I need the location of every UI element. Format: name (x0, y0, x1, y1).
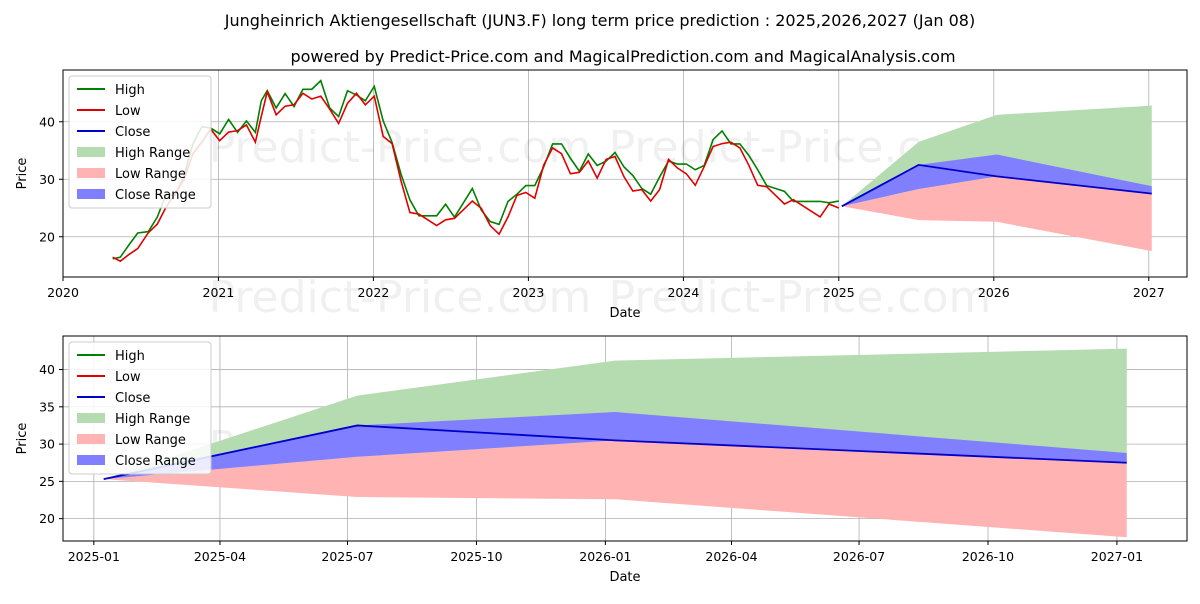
chart-panel-long-term: Predict-Price.com Predict-Price.com Predic… (15, 69, 1188, 323)
y-tick-label: 40 (39, 362, 55, 377)
legend-label: Low Range (115, 433, 186, 448)
x-tick-label: 2026 (978, 285, 1010, 300)
x-tick-label: 2025-04 (194, 549, 246, 564)
y-tick-label: 35 (39, 399, 55, 414)
axes-frame (62, 335, 1188, 542)
high-series-line (112, 79, 839, 260)
x-tick-label: 2026-04 (705, 549, 757, 564)
chart-subtitle: powered by Predict-Price.com and Magical… (290, 47, 955, 66)
legend-swatch (77, 455, 105, 465)
y-axis-label: Price (15, 158, 30, 190)
plot-area (112, 79, 1152, 263)
x-axis-label: Date (609, 306, 640, 321)
x-tick-label: 2027-01 (1091, 549, 1143, 564)
legend-label: High (115, 349, 145, 364)
x-tick-label: 2021 (203, 285, 235, 300)
x-tick-label: 2024 (667, 285, 699, 300)
legend-swatch (77, 189, 105, 199)
y-axis-label: Price (15, 423, 30, 455)
x-axis-label: Date (609, 570, 640, 585)
x-tick-label: 2025-01 (68, 549, 120, 564)
y-tick-label: 40 (39, 114, 55, 129)
low-series-line (112, 89, 840, 263)
legend-label: High (115, 83, 145, 98)
chart-title: Jungheinrich Aktiengesellschaft (JUN3.F)… (224, 11, 975, 30)
chart-panel-forecast-zoom: Predict-Price.comPredict-Price.com2025-0… (15, 335, 1188, 585)
plot-area (103, 348, 1127, 538)
legend-swatch (77, 147, 105, 157)
y-tick-label: 30 (39, 437, 55, 452)
x-tick-label: 2025-10 (450, 549, 502, 564)
x-tick-label: 2026-01 (579, 549, 631, 564)
x-tick-label: 2022 (357, 285, 389, 300)
legend-label: Low (115, 104, 141, 119)
close-range-band (841, 154, 1152, 207)
legend-label: High Range (115, 412, 190, 427)
x-tick-label: 2025-07 (321, 549, 373, 564)
watermark: Predict-Price.com (609, 272, 992, 323)
legend-label: High Range (115, 146, 190, 161)
x-tick-label: 2023 (512, 285, 544, 300)
low-range-band (103, 440, 1127, 538)
x-tick-label: 2020 (47, 285, 79, 300)
axes-frame (62, 69, 1188, 278)
legend-swatch (77, 413, 105, 423)
watermark: Predict-Price.com (209, 272, 592, 323)
legend-label: Close (115, 391, 150, 406)
close-series-line (841, 163, 1152, 208)
legend-label: Close Range (115, 188, 196, 203)
close-range-band (103, 412, 1127, 480)
low-range-band (841, 176, 1152, 252)
legend: High Low Close High Range Low Range Close Ran… (68, 75, 212, 209)
close-series-line (103, 424, 1127, 481)
watermark: Predict-Price.com (209, 122, 592, 173)
legend-label: Low Range (115, 167, 186, 182)
y-tick-label: 25 (39, 474, 55, 489)
legend-label: Close (115, 125, 150, 140)
y-tick-label: 30 (39, 172, 55, 187)
x-tick-label: 2026-10 (962, 549, 1014, 564)
legend-label: Close Range (115, 454, 196, 469)
legend: High Low Close High Range Low Range Close Ran… (68, 341, 212, 475)
legend-swatch (77, 434, 105, 444)
x-tick-label: 2025 (823, 285, 855, 300)
x-tick-label: 2026-07 (833, 549, 885, 564)
x-tick-label: 2027 (1133, 285, 1165, 300)
legend-swatch (77, 168, 105, 178)
y-tick-label: 20 (39, 511, 55, 526)
legend-label: Low (115, 370, 141, 385)
y-tick-label: 20 (39, 229, 55, 244)
